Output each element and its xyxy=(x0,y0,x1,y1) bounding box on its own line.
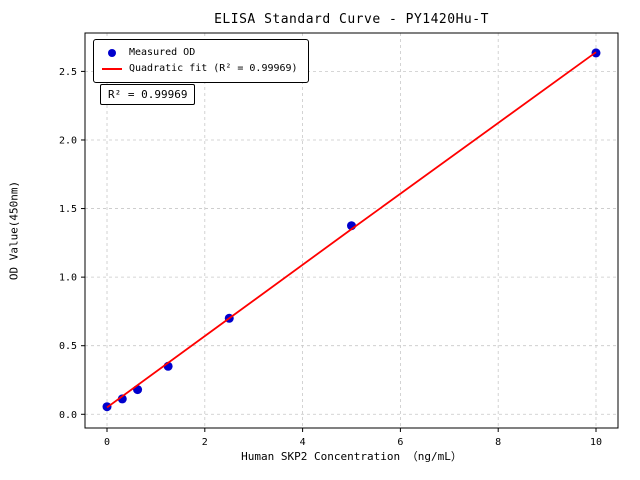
x-tick-label: 0 xyxy=(104,437,110,448)
legend-item-quadratic-fit: Quadratic fit (R² = 0.99969) xyxy=(102,61,298,77)
y-tick-label: 0.0 xyxy=(59,410,77,421)
quadratic-fit-line xyxy=(106,51,597,409)
y-tick-label: 1.0 xyxy=(59,273,77,284)
legend-item-measured-od: Measured OD xyxy=(102,45,298,61)
x-tick-label: 2 xyxy=(202,437,208,448)
y-tick-label: 2.5 xyxy=(59,67,77,78)
measured-od-marker-icon xyxy=(108,49,116,57)
x-tick-label: 6 xyxy=(397,437,403,448)
plot-frame xyxy=(84,32,619,429)
x-tick-label: 4 xyxy=(300,437,306,448)
y-tick-label: 2.0 xyxy=(59,135,77,146)
legend: Measured OD Quadratic fit (R² = 0.99969) xyxy=(93,39,309,83)
legend-label-quadratic-fit: Quadratic fit (R² = 0.99969) xyxy=(129,63,298,74)
y-tick-label: 0.5 xyxy=(59,341,77,352)
chart-title: ELISA Standard Curve - PY1420Hu-T xyxy=(214,12,489,27)
x-tick-label: 8 xyxy=(495,437,501,448)
y-axis-label: OD Value(450nm) xyxy=(7,180,21,281)
fit-line-marker-icon xyxy=(102,68,122,70)
legend-label-measured-od: Measured OD xyxy=(129,47,196,58)
x-axis-label: Human SKP2 Concentration （ng/mL） xyxy=(241,450,462,463)
r-squared-annotation: R² = 0.99969 xyxy=(100,84,196,105)
y-tick-label: 1.5 xyxy=(59,204,77,215)
measured-od-point xyxy=(117,394,127,404)
x-tick-label: 10 xyxy=(590,437,602,448)
